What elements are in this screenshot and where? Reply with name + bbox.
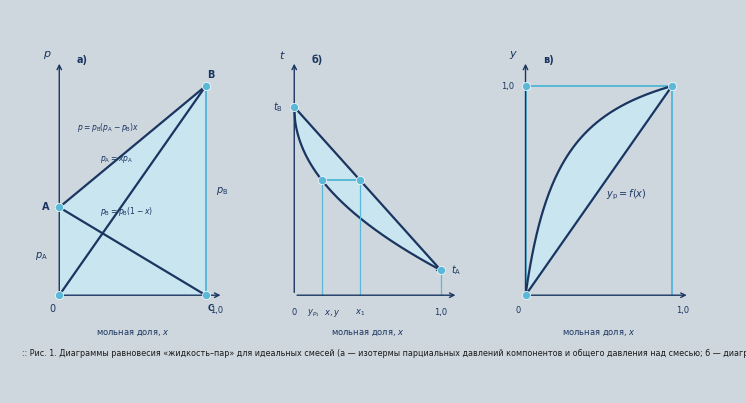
Point [53,204,65,211]
Point [200,292,212,299]
Point [53,292,65,299]
Point [666,83,678,89]
Text: в): в) [543,55,554,65]
Text: :: Рис. 1. Диаграммы равновесия «жидкость–пар» для идеальных смесей (а — изотерм: :: Рис. 1. Диаграммы равновесия «жидкост… [22,349,746,357]
Text: $p_\mathrm{B}$: $p_\mathrm{B}$ [216,185,228,197]
Point [200,83,212,89]
Point [288,104,300,110]
Text: $p_\mathrm{A} = xp_\mathrm{A}$: $p_\mathrm{A} = xp_\mathrm{A}$ [100,154,134,165]
Text: $p = p_\mathrm{B}(p_\mathrm{A} - p_\mathrm{B})x$: $p = p_\mathrm{B}(p_\mathrm{A} - p_\math… [77,121,140,134]
Text: $y$: $y$ [510,49,518,61]
Text: 1,0: 1,0 [677,305,689,315]
Point [519,83,531,89]
Text: $t$: $t$ [279,49,286,61]
Text: B: B [207,70,215,80]
Text: 0: 0 [49,303,55,314]
Text: A: A [42,202,49,212]
Text: мольная доля, $x$: мольная доля, $x$ [95,329,169,338]
Point [519,292,531,299]
Point [435,267,447,273]
Text: $y_\mathrm{p} = f(x)$: $y_\mathrm{p} = f(x)$ [606,187,647,202]
Text: $p$: $p$ [43,49,51,61]
Text: 0: 0 [515,305,521,315]
Text: мольная доля, $x$: мольная доля, $x$ [562,329,636,338]
Text: 1,0: 1,0 [501,81,514,91]
Point [354,177,366,183]
Text: 1,0: 1,0 [434,308,448,317]
Text: $p_\mathrm{B} = p_\mathrm{B}(1 - x)$: $p_\mathrm{B} = p_\mathrm{B}(1 - x)$ [100,205,153,218]
Text: мольная доля, $x$: мольная доля, $x$ [330,329,404,338]
Text: $x_1$: $x_1$ [355,308,365,318]
Polygon shape [294,107,441,270]
Text: б): б) [312,54,323,65]
Polygon shape [59,86,206,295]
Text: 1,0: 1,0 [210,305,223,315]
Text: $x, y$: $x, y$ [324,308,340,319]
Text: 0: 0 [292,308,297,317]
Text: $p_\mathrm{A}$: $p_\mathrm{A}$ [35,250,48,262]
Text: а): а) [77,55,88,65]
Text: C: C [207,303,213,313]
Text: $t_\mathrm{B}$: $t_\mathrm{B}$ [272,100,283,114]
Point [316,177,327,183]
Text: $y_{p_1}$: $y_{p_1}$ [307,308,320,319]
Text: $t_\mathrm{A}$: $t_\mathrm{A}$ [451,263,461,277]
